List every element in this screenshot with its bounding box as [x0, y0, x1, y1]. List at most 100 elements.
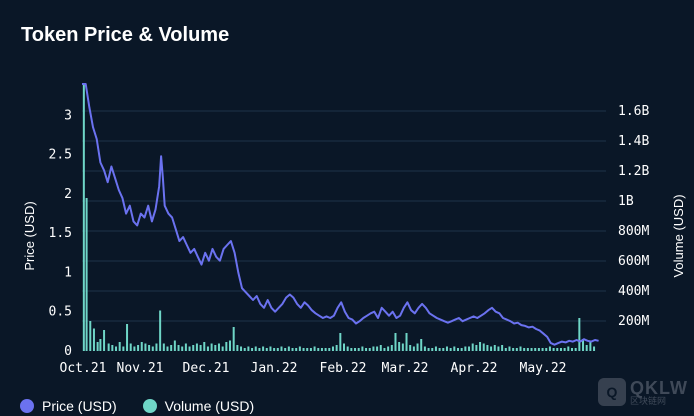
volume-bar: [537, 348, 540, 351]
volume-bar: [339, 333, 342, 351]
volume-bar: [394, 333, 397, 351]
volume-bar: [206, 346, 209, 351]
volume-bar: [284, 348, 287, 351]
volume-bar: [247, 346, 250, 351]
y-left-tick-label: 2: [64, 187, 72, 202]
volume-bar: [148, 345, 151, 351]
volume-bar: [343, 343, 345, 351]
grid-lines: [82, 110, 606, 322]
y-axis-right-title: Volume (USD): [671, 194, 686, 277]
volume-bar: [151, 346, 154, 351]
volume-bar: [265, 348, 268, 351]
volume-bar: [445, 346, 448, 351]
volume-bar: [166, 346, 169, 351]
volume-bar: [354, 348, 357, 351]
volume-bar: [405, 333, 408, 351]
volume-bar: [497, 346, 500, 351]
volume-bar: [140, 342, 143, 351]
volume-bar: [298, 346, 301, 351]
volume-bar: [184, 343, 187, 351]
volume-bar: [479, 342, 482, 351]
y-left-tick-label: 0.5: [49, 305, 72, 320]
volume-bar: [269, 346, 272, 351]
volume-bar: [456, 348, 459, 351]
volume-bar: [449, 348, 452, 351]
volume-bar: [195, 343, 198, 351]
price-line-group: [82, 83, 599, 346]
y-right-tick-label: 600M: [618, 254, 649, 269]
volume-bar: [258, 348, 261, 351]
volume-bar: [585, 345, 588, 351]
y-right-tick-label: 400M: [618, 284, 649, 299]
volume-legend-dot-icon: [142, 399, 157, 413]
watermark-sub: 区块链网: [630, 395, 667, 406]
volume-bar: [287, 346, 290, 351]
volume-bar: [493, 345, 496, 351]
price-line: [82, 83, 599, 346]
volume-bar: [309, 348, 312, 351]
volume-bar: [129, 343, 132, 351]
volume-bar: [556, 348, 559, 351]
volume-bar: [372, 346, 375, 351]
volume-bar: [350, 348, 353, 351]
volume-bar: [563, 348, 566, 351]
volume-bar: [526, 348, 529, 351]
volume-bar: [122, 346, 125, 351]
volume-bar: [548, 346, 551, 351]
volume-bar: [173, 340, 176, 351]
x-tick-label: Jan.22: [251, 361, 298, 376]
legend-item-volume[interactable]: Volume (USD): [142, 398, 254, 414]
y-axis-left-title: Price (USD): [22, 201, 37, 270]
volume-bar: [159, 310, 162, 351]
price-legend-dot-icon: [20, 399, 34, 413]
volume-bar: [582, 339, 585, 351]
legend-item-price[interactable]: Price (USD): [20, 398, 117, 414]
volume-bar: [357, 348, 360, 351]
volume-bar: [519, 346, 522, 351]
volume-bar: [530, 348, 533, 351]
volume-bar: [214, 345, 217, 351]
volume-bar: [346, 346, 349, 351]
volume-bar: [442, 348, 445, 351]
volume-bar: [85, 198, 88, 351]
volume-bar: [460, 348, 463, 351]
watermark: Q QKLW 区块链网: [598, 378, 688, 406]
volume-bar: [501, 345, 504, 351]
volume-bar: [302, 348, 305, 351]
volume-bar: [412, 346, 415, 351]
y-left-tick-label: 3: [64, 108, 72, 123]
volume-bar: [137, 345, 140, 351]
x-tick-label: Mar.22: [382, 361, 429, 376]
volume-bar: [188, 346, 191, 351]
volume-bar: [291, 348, 294, 351]
volume-bar: [427, 348, 430, 351]
volume-bar: [541, 348, 544, 351]
volume-bar: [199, 345, 202, 351]
legend-label-price: Price (USD): [42, 398, 117, 414]
volume-bar: [133, 346, 136, 351]
volume-bar: [471, 343, 474, 351]
volume-bar: [390, 345, 393, 351]
chart-title: Token Price & Volume: [21, 24, 230, 46]
volume-bar: [331, 346, 334, 351]
volume-bar: [115, 346, 118, 351]
volume-bar: [254, 346, 257, 351]
x-tick-label: Dec.21: [183, 361, 230, 376]
y-left-tick-label: 2.5: [49, 148, 72, 163]
volume-bar: [593, 346, 596, 351]
volume-bar: [431, 348, 434, 351]
x-tick-label: Apr.22: [451, 361, 498, 376]
volume-bar: [217, 343, 220, 351]
volume-bar: [376, 346, 379, 351]
volume-bar: [243, 348, 246, 351]
y-left-tick-label: 0: [64, 344, 72, 359]
watermark-main: QKLW: [630, 377, 688, 398]
volume-bar: [295, 348, 298, 351]
volume-bar: [225, 342, 228, 351]
volume-bar: [420, 339, 423, 351]
volume-bar: [504, 348, 507, 351]
volume-bar: [512, 348, 515, 351]
volume-bar: [317, 348, 320, 351]
volume-bar: [118, 342, 121, 351]
